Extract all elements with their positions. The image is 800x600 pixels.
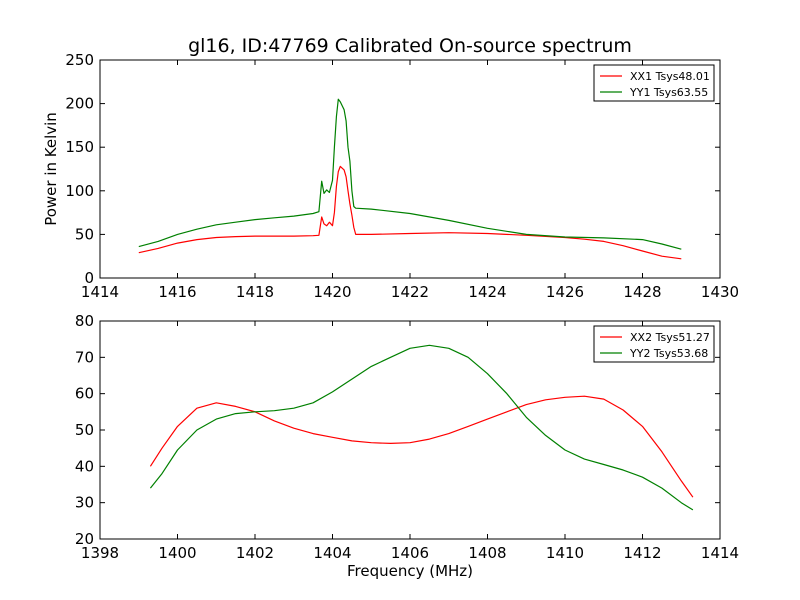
x-axis-label: Frequency (MHz) — [347, 562, 473, 580]
legend-box — [593, 64, 715, 102]
x-tick-label: 1398 — [81, 544, 119, 562]
series-line-1-0 — [149, 395, 694, 498]
series-line-0-0 — [138, 165, 682, 260]
y-tick-label: 250 — [65, 51, 94, 69]
x-tick-label: 1414 — [81, 283, 119, 301]
legend-box — [593, 325, 715, 363]
y-tick-label: 80 — [75, 312, 94, 330]
x-tick-label: 1410 — [546, 544, 584, 562]
legend-label: XX1 Tsys48.01 — [630, 70, 710, 83]
x-tick-label: 1408 — [468, 544, 506, 562]
x-tick-label: 1400 — [158, 544, 196, 562]
x-tick-label: 1404 — [313, 544, 351, 562]
series-line-0-1 — [138, 98, 682, 250]
y-tick-label: 20 — [75, 530, 94, 548]
x-tick-label: 1412 — [623, 544, 661, 562]
x-tick-label: 1428 — [623, 283, 661, 301]
x-tick-label: 1426 — [546, 283, 584, 301]
chart-title: gl16, ID:47769 Calibrated On-source spec… — [188, 35, 632, 57]
y-tick-label: 150 — [65, 138, 94, 156]
x-tick-label: 1424 — [468, 283, 506, 301]
legend-label: YY2 Tsys53.68 — [629, 347, 708, 360]
series-line-1-1 — [149, 344, 694, 511]
y-tick-label: 30 — [75, 494, 94, 512]
x-tick-label: 1414 — [701, 544, 739, 562]
y-tick-label: 40 — [75, 457, 94, 475]
x-tick-label: 1406 — [391, 544, 429, 562]
y-tick-label: 0 — [84, 269, 94, 287]
y-tick-label: 70 — [75, 348, 94, 366]
x-tick-label: 1422 — [391, 283, 429, 301]
x-tick-label: 1402 — [236, 544, 274, 562]
bottom-plot: 1398 1400 1402 1404 1406 1408 1410 1412 1414 20 30… — [75, 312, 739, 562]
legend-label: XX2 Tsys51.27 — [630, 331, 710, 344]
x-tick-label: 1416 — [158, 283, 196, 301]
x-tick-label: 1418 — [236, 283, 274, 301]
y-tick-label: 50 — [75, 421, 94, 439]
x-tick-label: 1430 — [701, 283, 739, 301]
x-tick-label: 1420 — [313, 283, 351, 301]
top-plot: 1414 1416 1418 1420 1422 1424 1426 1428 1430 0 50 1… — [65, 51, 739, 301]
y-tick-label: 50 — [75, 225, 94, 243]
legend-label: YY1 Tsys63.55 — [629, 86, 708, 99]
y-tick-label: 200 — [65, 95, 94, 113]
y-axis-label: Power in Kelvin — [42, 112, 60, 226]
y-tick-label: 100 — [65, 182, 94, 200]
y-tick-label: 60 — [75, 385, 94, 403]
